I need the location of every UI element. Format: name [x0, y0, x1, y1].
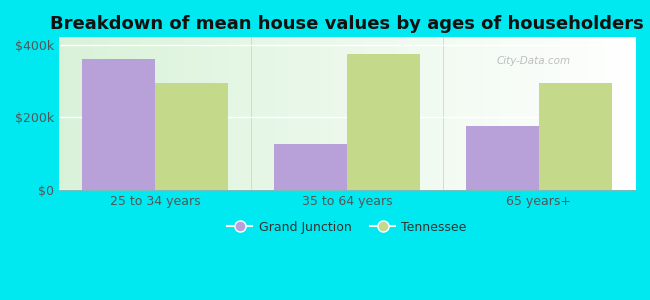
Bar [155, 83, 228, 190]
Bar [466, 126, 539, 190]
Text: City-Data.com: City-Data.com [497, 56, 571, 66]
Bar [347, 54, 420, 190]
Title: Breakdown of mean house values by ages of householders: Breakdown of mean house values by ages o… [50, 15, 644, 33]
Bar [274, 143, 347, 190]
Legend: Grand Junction, Tennessee: Grand Junction, Tennessee [222, 216, 472, 239]
Bar [539, 83, 612, 190]
Bar [82, 59, 155, 190]
